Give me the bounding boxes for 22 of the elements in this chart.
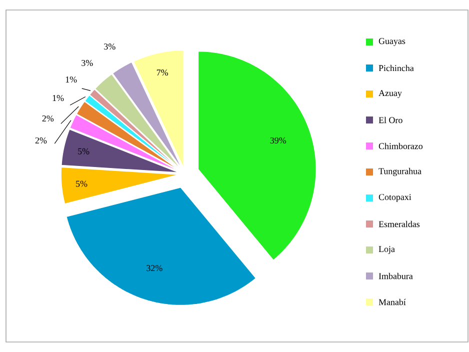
legend-label: Chimborazo (378, 142, 423, 150)
data-label: 39% (270, 137, 286, 144)
data-label: 1% (66, 76, 77, 83)
legend-label: Esmeraldas (378, 220, 420, 228)
data-label: 7% (156, 70, 168, 76)
data-label: 1% (52, 94, 64, 102)
legend-label: Guayas (378, 38, 406, 46)
data-label: 2% (42, 115, 54, 122)
legend-label: Tungurahua (378, 168, 422, 176)
data-label: 32% (146, 265, 162, 272)
legend-label: El Oro (378, 116, 402, 124)
legend-label: Manabí (378, 298, 406, 306)
data-label: 5% (78, 148, 90, 154)
data-label: 3% (104, 44, 116, 50)
data-label: 2% (35, 137, 47, 144)
legend-label: Loja (378, 246, 395, 254)
legend-label: Cotopaxi (378, 194, 412, 202)
legend-label: Imbabura (378, 272, 413, 280)
data-label: 5% (76, 180, 88, 187)
data-label: 3% (82, 60, 93, 66)
legend-label: Azuay (378, 90, 402, 98)
legend-label: Pichincha (378, 64, 414, 72)
